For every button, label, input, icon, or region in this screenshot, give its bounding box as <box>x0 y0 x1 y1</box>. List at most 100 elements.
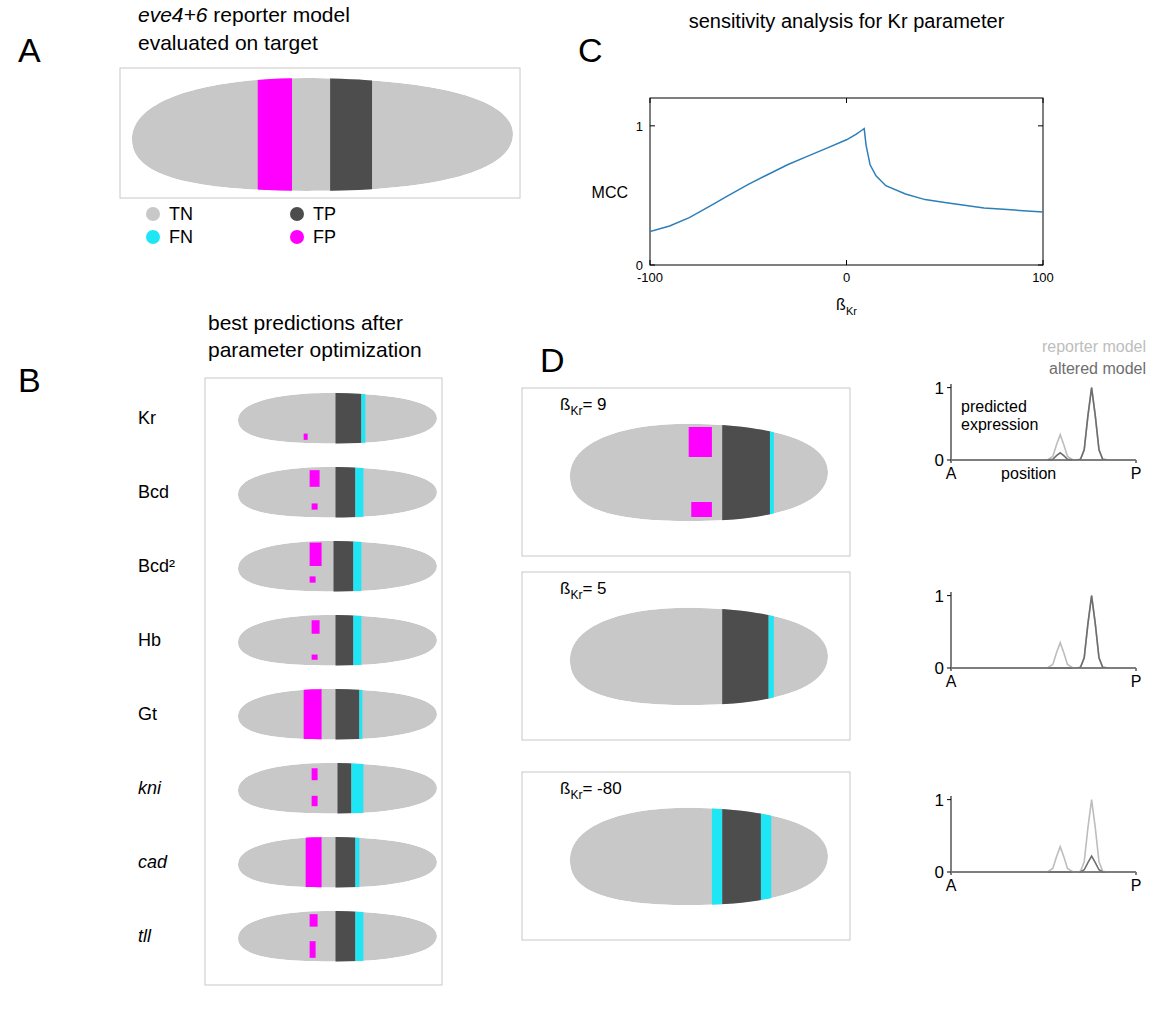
plot-frame <box>650 98 1043 265</box>
region <box>722 422 770 522</box>
y-tick <box>650 125 655 126</box>
line <box>951 596 1136 668</box>
legend-swatch <box>146 230 160 244</box>
x-tick <box>846 98 847 103</box>
region <box>306 836 322 888</box>
embryo-body <box>238 763 437 814</box>
embryo-body <box>132 78 513 191</box>
y-tick <box>1038 265 1043 266</box>
embryo <box>238 688 437 740</box>
legend-label: FN <box>169 227 193 247</box>
panel-letter: A <box>18 31 41 69</box>
region <box>691 502 712 517</box>
legend-label: TN <box>169 204 193 224</box>
region <box>336 392 362 444</box>
region <box>769 606 774 706</box>
embryo-body <box>238 689 437 740</box>
embryo <box>570 606 828 706</box>
text-part: ß <box>560 395 570 414</box>
text-part: ß <box>836 296 846 313</box>
legend-label: altered model <box>1049 360 1146 377</box>
x-tick-label: P <box>1131 673 1142 690</box>
plot-area <box>951 800 1136 872</box>
row-label: Gt <box>138 704 157 724</box>
case-label: ßKr= 5 <box>560 579 607 602</box>
panel-title: best predictions after <box>208 311 403 334</box>
region <box>359 688 362 740</box>
y-tick-label: 1 <box>935 791 944 810</box>
region <box>312 503 318 509</box>
x-tick-label: A <box>946 673 957 690</box>
embryo <box>238 836 437 888</box>
figure: ABCDeve4+6 reporter modelevaluated on ta… <box>0 0 1151 1010</box>
embryo-body <box>238 467 437 518</box>
panel-letter: B <box>18 361 41 399</box>
text-part: expression <box>961 416 1038 433</box>
region <box>770 422 774 522</box>
x-tick <box>650 260 651 265</box>
region <box>336 614 354 666</box>
region <box>336 688 360 740</box>
y-tick-label: 1 <box>636 119 643 134</box>
region <box>310 543 322 566</box>
panel-letter: D <box>540 341 565 379</box>
region <box>336 910 356 962</box>
text-part: Kr <box>570 588 582 602</box>
y-tick <box>650 265 655 266</box>
embryo <box>238 466 437 518</box>
x-tick <box>1043 98 1044 103</box>
x-axis-title: position <box>1001 465 1056 482</box>
y-tick <box>947 595 951 596</box>
y-tick <box>1038 125 1043 126</box>
region <box>304 434 308 440</box>
embryo-body <box>570 808 828 905</box>
embryo-body <box>238 911 437 962</box>
region <box>312 768 318 780</box>
region <box>312 655 318 660</box>
embryo <box>238 614 437 666</box>
x-tick-label: 0 <box>843 270 850 285</box>
region <box>312 620 320 634</box>
row-label: cad <box>138 852 168 872</box>
y-tick-label: 0 <box>935 451 944 470</box>
x-tick <box>846 260 847 265</box>
region <box>355 466 363 518</box>
legend-label: reporter model <box>1042 338 1146 355</box>
legend-label: FP <box>313 227 336 247</box>
embryo-body <box>570 424 828 521</box>
legend-swatch <box>290 207 304 221</box>
y-axis-title: predictedexpression <box>961 398 1038 433</box>
line <box>951 388 1136 460</box>
text-part: = -80 <box>582 779 621 798</box>
panel-box <box>522 388 850 556</box>
legend-swatch <box>290 230 304 244</box>
region <box>336 466 356 518</box>
embryo <box>238 392 437 444</box>
region <box>722 806 761 906</box>
plot-area <box>951 388 1136 460</box>
region <box>355 836 359 888</box>
chart-title: sensitivity analysis for Kr parameter <box>689 10 1005 32</box>
y-axis <box>951 384 952 460</box>
text-part: eve4+6 <box>138 3 208 26</box>
region <box>310 576 316 582</box>
y-axis-title: MCC <box>592 184 628 201</box>
line <box>951 596 1136 668</box>
text-part: Kr <box>570 788 582 802</box>
line <box>650 129 1043 232</box>
x-tick <box>650 98 651 103</box>
y-tick-label: 0 <box>935 863 944 882</box>
row-label: Kr <box>138 408 156 428</box>
region <box>310 914 318 926</box>
text-part: ß <box>560 579 570 598</box>
embryo <box>570 422 828 522</box>
row-label: Hb <box>138 630 161 650</box>
y-axis <box>951 796 952 872</box>
panel-box <box>522 772 850 940</box>
panel-title: evaluated on target <box>138 31 318 54</box>
text-part: ß <box>560 779 570 798</box>
x-tick <box>1043 260 1044 265</box>
line <box>951 388 1136 460</box>
panel-box <box>522 572 850 740</box>
text-part: evaluated on target <box>138 31 318 54</box>
